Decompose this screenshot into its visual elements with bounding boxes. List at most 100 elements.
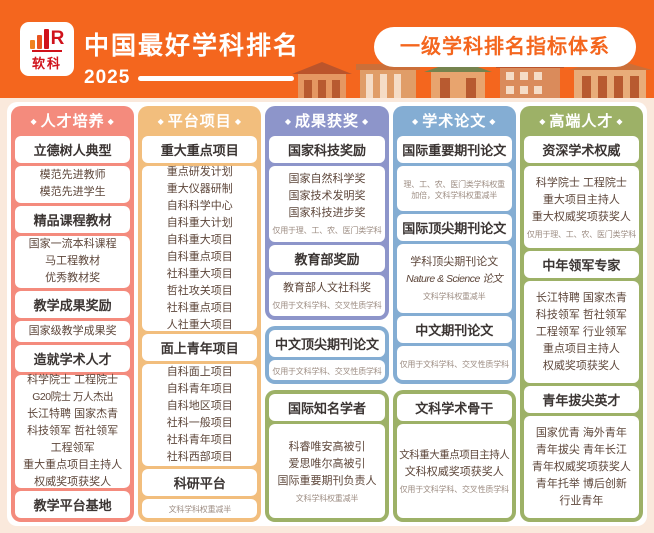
scope-note: 仅用于文科学科、交叉性质学科	[399, 485, 509, 494]
scope-note: 仅用于文科学科、交叉性质学科	[399, 359, 509, 369]
title-block: 中国最好学科排名 2025	[84, 26, 298, 89]
column-title: ◆ 成果获奖 ◆	[269, 110, 384, 133]
column-academic-papers: ◆ 学术论文 ◆ 国际重要期刊论文理、工、农、医门类学科权重加倍，文科学科权重减半国际…	[392, 106, 516, 522]
scope-note: 理、工、农、医门类学科权重加倍，文科学科权重减半	[403, 180, 506, 201]
group-top-talent-green: ◆ 高端人才 ◆ 资深学术权威 科学院士 工程院士 重大项目主持人 重大权威奖项获奖人 仅用于…	[519, 106, 644, 522]
diamond-icon: ◆	[234, 117, 242, 126]
buildings-illustration	[292, 58, 652, 98]
diamond-icon: ◆	[107, 117, 115, 126]
item: 重大重点项目主持人	[23, 458, 123, 471]
section-header: 国际顶尖期刊论文	[396, 214, 512, 242]
section-items: 国家优青 海外青年 青年拔尖 青年长江 青年权威奖项获奖人 青年托举 博后创新 行业青年	[523, 416, 640, 518]
column-title: ◆ 学术论文 ◆	[397, 110, 512, 133]
section-header: 教学成果奖励	[15, 290, 131, 318]
item: 自科青年项目	[166, 383, 233, 396]
item: 科学院士 工程院士	[535, 176, 627, 189]
section-header: 教育部奖励	[269, 244, 385, 272]
item: 社科重点项目	[166, 301, 233, 314]
column-achievement-awards: ◆ 成果获奖 ◆ 国家科技奖励 国家自然科学奖 国家技术发明奖 国家科技进步奖 仅用于理、工、…	[265, 106, 389, 522]
group-academic-papers-blue: ◆ 学术论文 ◆ 国际重要期刊论文理、工、农、医门类学科权重加倍，文科学科权重减半国际…	[392, 106, 516, 384]
item: 国家自然科学奖	[288, 173, 366, 186]
section-header: 文科学术骨干	[396, 394, 512, 421]
item: 工程领军 行业领军	[535, 325, 627, 338]
column-platform-projects: ◆ 平台项目 ◆ 重大重点项目 重点研发计划 重大仪器研制 自科科学中心 自科重大计划 自科重大…	[138, 106, 262, 522]
section-header: 国家科技奖励	[269, 136, 385, 163]
group-academic-papers-green: 文科学术骨干文科重大重点项目主持人 文科权威奖项获奖人 仅用于文科学科、交叉性质学科	[392, 390, 516, 522]
item: 模范先进学生	[39, 186, 106, 199]
item: 重点研发计划	[166, 165, 233, 178]
item: 长江特聘 国家杰青	[535, 291, 627, 304]
column-title-text: 学术论文	[422, 113, 487, 130]
item: 科技领军 哲社领军	[535, 308, 627, 321]
section-header: 国际重要期刊论文	[396, 136, 512, 163]
group-achievement-awards-green: 国际知名学者 科睿唯安高被引 爱思唯尔高被引 国际重要期刊负责人 文科学科权重减半	[265, 390, 389, 522]
item: 自科重点项目	[166, 250, 233, 263]
section-items: 教育部人文社科奖 仅用于文科学科、交叉性质学科	[269, 274, 385, 316]
item: G20院士 万人杰出	[32, 390, 113, 403]
section-header: 中文顶尖期刊论文	[269, 330, 385, 357]
item: 自科地区项目	[166, 400, 233, 413]
item: 学科顶尖期刊论文	[410, 256, 499, 269]
scope-note: 文科学科权重减半	[295, 493, 359, 503]
title-underline	[138, 75, 294, 81]
item: 社科西部项目	[166, 451, 233, 464]
section-items: 自科面上项目 自科青年项目 自科地区项目 社科一般项目 社科青年项目 社科西部项目	[142, 364, 258, 466]
scope-note: 仅用于文科学科、交叉性质学科	[272, 367, 382, 376]
section-items: 国家级教学成果奖	[15, 320, 131, 342]
column-title: ◆ 人才培养 ◆	[15, 110, 130, 133]
item: 马工程教材	[45, 255, 101, 268]
item: 国家科技进步奖	[288, 207, 366, 220]
column-top-talent: ◆ 高端人才 ◆ 资深学术权威 科学院士 工程院士 重大项目主持人 重大权威奖项获奖人 仅用于…	[519, 106, 644, 522]
section-items: 国家一流本科课程 马工程教材 优秀教材奖	[15, 235, 131, 288]
columns: ◆ 人才培养 ◆ 立德树人典型 模范先进教师 模范先进学生 精品课程教材 国家一流本科课程 马工…	[11, 106, 644, 522]
scope-note: 仅用于理、工、农、医门类学科	[526, 229, 637, 239]
section-header: 教学平台基地	[15, 491, 131, 518]
section-items: 科学院士 工程院士 G20院士 万人杰出 长江特聘 国家杰青 科技领军 哲社领军 工程领…	[15, 373, 131, 488]
item: 文科重大重点项目主持人	[399, 449, 510, 461]
diamond-icon: ◆	[489, 117, 497, 126]
item: 哲社攻关项目	[166, 284, 233, 297]
column-title-text: 高端人才	[549, 113, 614, 130]
section-items: 长江特聘 国家杰青 科技领军 哲社领军 工程领军 行业领军 重点项目主持人 权威奖项获奖…	[523, 281, 640, 383]
group-achievement-awards-purple: ◆ 成果获奖 ◆ 国家科技奖励 国家自然科学奖 国家技术发明奖 国家科技进步奖 仅用于理、工、…	[265, 106, 389, 320]
diamond-icon: ◆	[284, 117, 292, 126]
section-items: 仅用于文科学科、交叉性质学科	[269, 360, 385, 380]
shanghairanking-logo: R 软科	[20, 22, 74, 76]
diamond-icon: ◆	[30, 117, 38, 126]
group-talent-cultivation-salmon: ◆ 人才培养 ◆ 立德树人典型 模范先进教师 模范先进学生 精品课程教材 国家一流本科课程 马工…	[11, 106, 135, 522]
section-header: 精品课程教材	[15, 205, 131, 233]
item: 国际重要期刊负责人	[277, 474, 377, 487]
section-items: 文科重大重点项目主持人 文科权威奖项获奖人 仅用于文科学科、交叉性质学科	[396, 424, 512, 518]
item: 重点项目主持人	[542, 342, 620, 355]
section-items: 重点研发计划 重大仪器研制 自科科学中心 自科重大计划 自科重大项目 自科重点项目 社科重大…	[142, 165, 258, 332]
section-items: 科学院士 工程院士 重大项目主持人 重大权威奖项获奖人 仅用于理、工、农、医门类学科	[523, 166, 640, 248]
column-title-text: 人才培养	[40, 113, 105, 130]
item: 社科青年项目	[166, 434, 233, 447]
section-header: 面上青年项目	[142, 334, 258, 362]
item: 自科面上项目	[166, 366, 233, 379]
section-header: 青年拔尖英才	[523, 386, 640, 413]
column-title-text: 平台项目	[167, 113, 232, 130]
item: 文科权威奖项获奖人	[404, 466, 504, 478]
item: 优秀教材奖	[45, 272, 101, 285]
item: 科学院士 工程院士	[27, 373, 119, 386]
item: 自科重大计划	[166, 216, 233, 229]
scope-note: 文科学科权重减半	[168, 505, 232, 515]
column-title: ◆ 平台项目 ◆	[142, 110, 257, 133]
group-achievement-awards-blue: 中文顶尖期刊论文仅用于文科学科、交叉性质学科	[265, 326, 389, 384]
section-items: 模范先进教师 模范先进学生	[15, 166, 131, 203]
item: 科睿唯安高被引	[288, 440, 366, 453]
item: 国家技术发明奖	[288, 190, 366, 203]
item: Nature & Science 论文	[406, 273, 503, 286]
section-header: 重大重点项目	[142, 136, 258, 163]
section-items: 文科学科权重减半	[142, 498, 258, 518]
logo-bar-chart-icon: R	[29, 27, 64, 49]
item: 科技领军 哲社领军	[27, 424, 119, 437]
item: 爱思唯尔高被引	[288, 457, 366, 470]
diamond-icon: ◆	[412, 117, 420, 126]
item: 行业青年	[559, 494, 604, 507]
subtitle-badge: 一级学科排名指标体系	[374, 27, 636, 67]
section-items: 科睿唯安高被引 爱思唯尔高被引 国际重要期刊负责人 文科学科权重减半	[269, 424, 385, 518]
year-label: 2025	[84, 67, 131, 88]
item: 权威奖项获奖人	[542, 359, 620, 372]
